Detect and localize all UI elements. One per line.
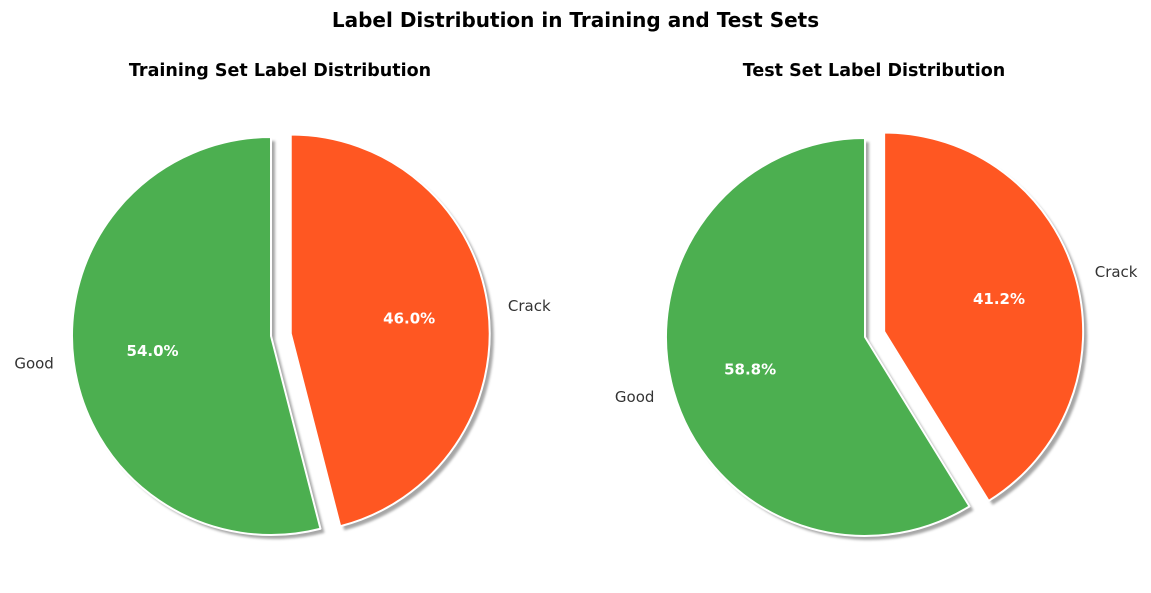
wedge-crack (883, 131, 1085, 502)
figure-title: Label Distribution in Training and Test … (331, 8, 820, 32)
slice-percent-crack: 41.2% (973, 290, 1025, 308)
wedge-good (665, 137, 971, 537)
pie-chart-1: Training Set Label Distribution Good 54.0%… (14, 61, 551, 539)
slice-percent-crack: 46.0% (383, 310, 435, 328)
slice-percent-good: 54.0% (127, 342, 179, 360)
chart-title: Test Set Label Distribution (743, 61, 1006, 81)
slice-percent-good: 58.8% (724, 361, 776, 379)
chart-title: Training Set Label Distribution (129, 61, 431, 81)
slice-label-good: Good (615, 388, 655, 406)
slice-label-crack: Crack (508, 297, 551, 315)
wedge-good (71, 136, 322, 536)
wedge-crack (289, 133, 491, 528)
slice-label-good: Good (14, 354, 54, 372)
pie-chart-2: Test Set Label Distribution Good 58.8% Crac… (615, 61, 1138, 540)
slice-label-crack: Crack (1095, 263, 1138, 281)
